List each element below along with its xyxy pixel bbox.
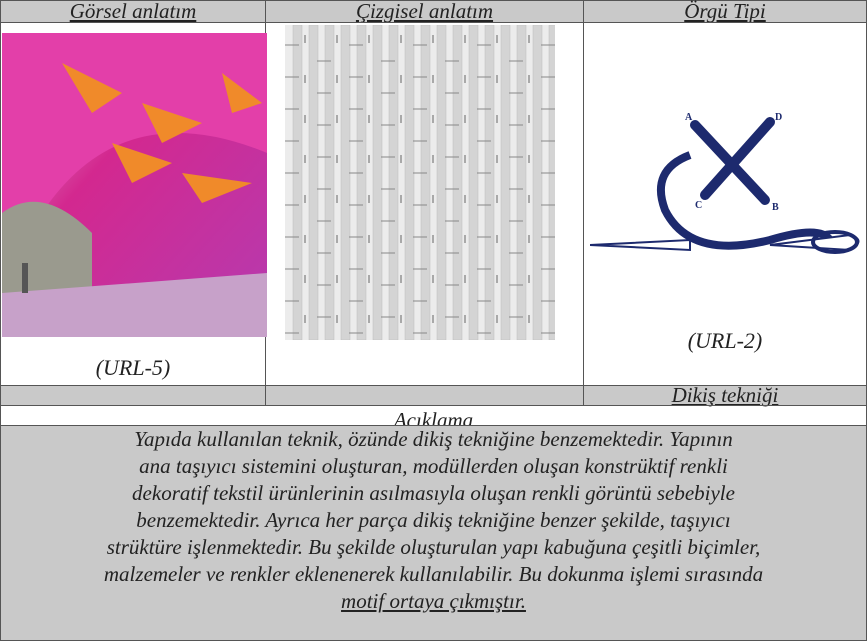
weave-line (436, 25, 447, 340)
header-cell: Görsel anlatım (0, 0, 266, 23)
description-line: Yapıda kullanılan teknik, özünde dikiş t… (134, 427, 733, 451)
weave-line (500, 25, 511, 340)
weave-line (324, 25, 335, 340)
row-label: Dikiş tekniği (583, 385, 867, 406)
cell (265, 385, 584, 406)
weave-line (532, 25, 543, 340)
weave-line (468, 25, 479, 340)
weave-line (356, 25, 367, 340)
weave-line (548, 25, 555, 340)
header-cell: Çizgisel anlatım (265, 0, 584, 23)
caption: (URL-5) (95, 355, 171, 380)
caption: (URL-2) (687, 328, 763, 353)
description-line: dekoratif tekstil ürünlerinin asılmasıyl… (132, 481, 735, 505)
photo (2, 33, 267, 337)
diagram-label: D (775, 112, 782, 123)
description-line: strüktüre işlenmektedir. Bu şekilde oluş… (106, 535, 761, 559)
weave-line (404, 25, 415, 340)
weave-line (516, 25, 527, 340)
line-drawing (285, 25, 555, 340)
weave-line (308, 25, 319, 340)
weave-line (292, 25, 303, 340)
weave-line (452, 25, 463, 340)
description-line: benzemektedir. Ayrıca her parça dikiş te… (136, 508, 731, 532)
section-title: Açıklama (0, 405, 867, 426)
diagram-label: A (685, 112, 693, 123)
description-line: malzemeler ve renkler eklenenerek kullan… (103, 562, 764, 586)
diagram-label: C (695, 200, 702, 211)
cell (0, 385, 266, 406)
weave-line (372, 25, 383, 340)
weave-line (340, 25, 351, 340)
description: Yapıda kullanılan teknik, özünde dikiş t… (0, 425, 867, 641)
weave-line (388, 25, 399, 340)
stitch-diagram: A D C B (590, 112, 860, 254)
weave-line (420, 25, 431, 340)
header-cell: Örgü Tipi (583, 0, 867, 23)
description-line: motif ortaya çıkmıştır. (341, 589, 526, 613)
diagram-label: B (772, 202, 779, 213)
weave-line (484, 25, 495, 340)
description-line: ana taşıyıcı sistemini oluşturan, modüll… (139, 454, 728, 478)
